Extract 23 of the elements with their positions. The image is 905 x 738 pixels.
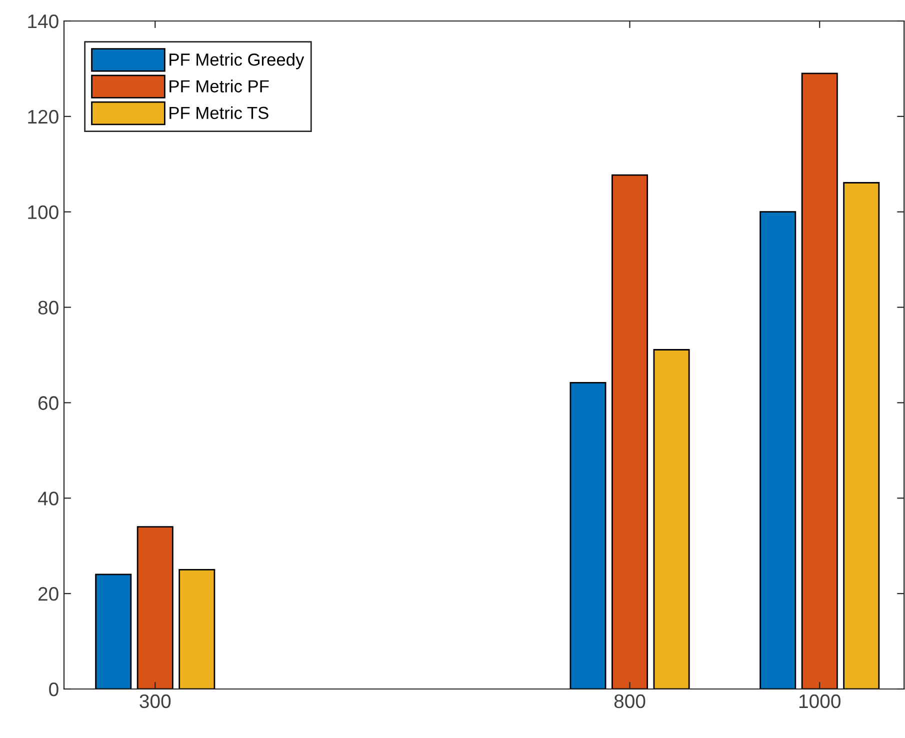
bar <box>136 526 174 689</box>
legend-label: PF Metric Greedy <box>170 53 304 70</box>
legend-label: PF Metric TS <box>170 106 268 120</box>
bar <box>612 174 648 689</box>
bar <box>570 382 606 689</box>
bar <box>801 72 838 689</box>
bar <box>760 211 796 689</box>
x-tick-label: 300 <box>140 694 171 708</box>
y-tick-label: 40 <box>38 492 58 506</box>
y-tick-label: 80 <box>38 300 58 315</box>
bar <box>843 182 880 689</box>
bar <box>178 569 216 689</box>
y-tick-label: 0 <box>49 682 58 696</box>
y-tick-label: 120 <box>28 110 58 124</box>
x-tick-label: 1000 <box>799 694 840 708</box>
legend-label: PF Metric PF <box>170 80 269 92</box>
y-tick-label: 20 <box>38 587 58 601</box>
x-tick-label: 800 <box>614 694 646 708</box>
bar <box>95 574 132 689</box>
y-tick-label: 140 <box>28 14 58 28</box>
y-tick-label: 60 <box>38 396 58 410</box>
y-tick-label: 100 <box>28 205 58 220</box>
bar <box>653 349 690 689</box>
